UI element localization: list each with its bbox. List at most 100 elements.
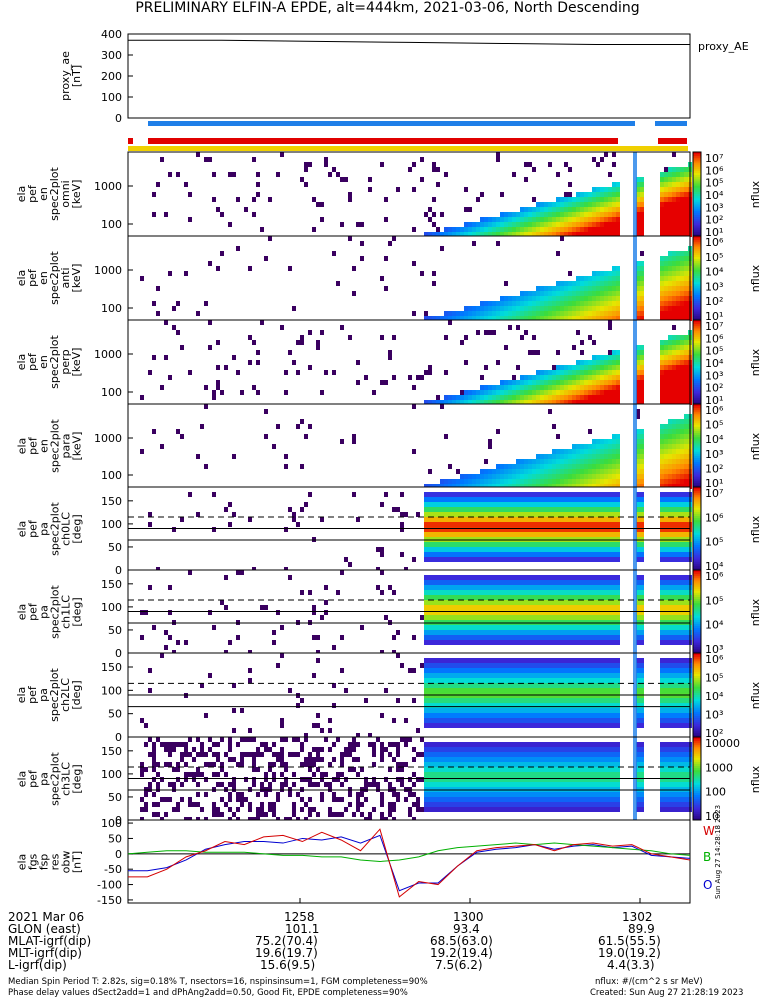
spectrogram-cell bbox=[212, 625, 216, 630]
spectrogram-cell bbox=[544, 605, 548, 610]
spectrogram-cell bbox=[488, 630, 492, 635]
spectrogram-cell bbox=[668, 251, 672, 256]
spectrogram-cell bbox=[564, 449, 568, 454]
spectrogram-cell bbox=[668, 585, 672, 590]
spectrogram-cell bbox=[520, 395, 524, 400]
spectrogram-cell bbox=[504, 464, 508, 469]
spectrogram-cell bbox=[596, 703, 600, 708]
spectrogram-cell bbox=[532, 311, 536, 316]
spectrogram-cell bbox=[464, 360, 468, 365]
spectrogram-cell bbox=[684, 202, 688, 207]
spectrogram-cell bbox=[608, 365, 612, 370]
spectrogram-cell bbox=[568, 202, 572, 207]
spectrogram-cell bbox=[448, 400, 452, 405]
spectrogram-cell bbox=[576, 713, 580, 718]
spectrogram-cell bbox=[640, 620, 644, 625]
spectrogram-cell bbox=[432, 557, 436, 562]
spectrogram-cell bbox=[460, 512, 464, 517]
spectrogram-cell bbox=[680, 291, 684, 296]
spectrogram-cell bbox=[444, 227, 448, 232]
spectrogram-cell bbox=[440, 542, 444, 547]
spectrogram-cell bbox=[452, 537, 456, 542]
spectrogram-cell bbox=[492, 479, 496, 484]
spectrogram-cell bbox=[532, 527, 536, 532]
spectrogram-cell bbox=[684, 502, 688, 507]
spectrogram-cell bbox=[472, 615, 476, 620]
spectrogram-cell bbox=[484, 590, 488, 595]
spectrogram-cell bbox=[568, 605, 572, 610]
spectrogram-cell bbox=[488, 537, 492, 542]
spectrogram-cell bbox=[476, 311, 480, 316]
spectrogram-cell bbox=[212, 527, 216, 532]
spectrogram-cell bbox=[516, 227, 520, 232]
spectrogram-cell bbox=[488, 542, 492, 547]
spectrogram-cell bbox=[512, 301, 516, 306]
spectrogram-cell bbox=[608, 512, 612, 517]
spectrogram-cell bbox=[612, 217, 616, 222]
spectrogram-cell bbox=[588, 610, 592, 615]
spectrogram-cell bbox=[584, 311, 588, 316]
spectrogram-cell bbox=[568, 395, 572, 400]
spectrogram-cell bbox=[532, 497, 536, 502]
spectrogram-cell bbox=[476, 400, 480, 405]
spectrogram-cell bbox=[672, 306, 676, 311]
spectrogram-cell bbox=[484, 537, 488, 542]
spectrogram-cell bbox=[436, 232, 440, 237]
spectrogram-cell bbox=[660, 424, 664, 429]
spectrogram-cell bbox=[432, 600, 436, 605]
spectrogram-cell bbox=[596, 552, 600, 557]
spectrogram-cell bbox=[496, 718, 500, 723]
spectrogram-cell bbox=[588, 227, 592, 232]
spectrogram-cell bbox=[684, 668, 688, 673]
spectrogram-cell bbox=[680, 370, 684, 375]
spectrogram-cell bbox=[684, 683, 688, 688]
spectrogram-cell bbox=[452, 557, 456, 562]
spectrogram-cell bbox=[640, 390, 644, 395]
spectrogram-cell bbox=[676, 256, 680, 261]
spectrogram-cell bbox=[456, 469, 460, 474]
spectrogram-cell bbox=[380, 502, 384, 507]
spectrogram-cell bbox=[464, 640, 468, 645]
spectrogram-cell bbox=[492, 306, 496, 311]
spectrogram-cell bbox=[460, 718, 464, 723]
spectrogram-cell bbox=[600, 542, 604, 547]
spectrogram-cell bbox=[664, 663, 668, 668]
spectrogram-cell bbox=[548, 296, 552, 301]
spectrogram-cell bbox=[604, 449, 608, 454]
spectrogram-cell bbox=[448, 585, 452, 590]
spectrogram-cell bbox=[636, 615, 640, 620]
spectrogram-cell bbox=[604, 306, 608, 311]
spectrogram-cell bbox=[536, 625, 540, 630]
spectrogram-cell bbox=[464, 575, 468, 580]
spectrogram-cell bbox=[684, 658, 688, 663]
spectrogram-cell bbox=[612, 355, 616, 360]
spectrogram-cell bbox=[584, 365, 588, 370]
spectrogram-cell bbox=[468, 683, 472, 688]
spectrogram-cell bbox=[476, 585, 480, 590]
spectrogram-cell bbox=[472, 390, 476, 395]
spectrogram-cell bbox=[256, 350, 260, 355]
spectrogram-cell bbox=[504, 212, 508, 217]
spectrogram-cell bbox=[496, 552, 500, 557]
spectrogram-cell bbox=[564, 464, 568, 469]
spectrogram-cell bbox=[516, 683, 520, 688]
colorbar-cell bbox=[693, 164, 701, 168]
spectrogram-cell bbox=[460, 678, 464, 683]
colorbar-cell bbox=[693, 638, 701, 642]
spectrogram-cell bbox=[604, 316, 608, 321]
colorbar-cell bbox=[693, 177, 701, 180]
spectrogram-cell bbox=[596, 454, 600, 459]
spectrogram-cell bbox=[604, 708, 608, 713]
spectrogram-cell bbox=[344, 177, 348, 182]
spectrogram-cell bbox=[552, 668, 556, 673]
spectrogram-cell bbox=[536, 479, 540, 484]
spectrogram-cell bbox=[460, 537, 464, 542]
spectrogram-cell bbox=[612, 162, 616, 167]
spectrogram-cell bbox=[540, 708, 544, 713]
spectrogram-cell bbox=[456, 527, 460, 532]
spectrogram-cell bbox=[512, 557, 516, 562]
spectrogram-cell bbox=[636, 557, 640, 562]
spectrogram-cell bbox=[640, 547, 644, 552]
spectrogram-cell bbox=[684, 395, 688, 400]
spectrogram-cell bbox=[552, 590, 556, 595]
